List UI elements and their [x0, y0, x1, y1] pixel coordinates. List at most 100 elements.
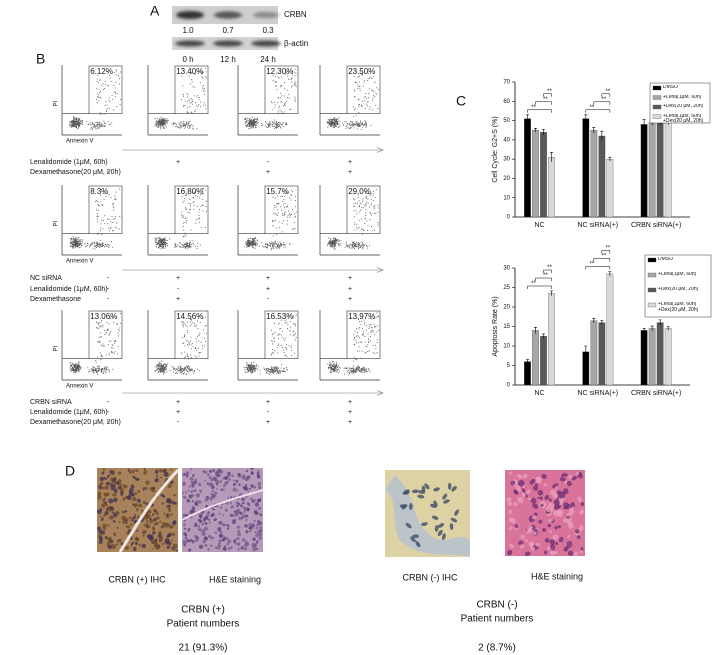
event-dot — [252, 119, 254, 120]
event-dot — [354, 370, 356, 372]
event-dot — [354, 243, 356, 244]
event-dot — [112, 203, 113, 205]
event-dot — [96, 88, 98, 90]
event-dot — [246, 368, 248, 370]
event-dot — [204, 227, 206, 229]
event-dot — [100, 201, 102, 202]
event-dot — [75, 365, 76, 367]
cell — [252, 499, 255, 503]
event-dot — [353, 333, 355, 335]
event-dot — [72, 370, 74, 372]
event-dot — [333, 371, 335, 372]
event-dot — [84, 243, 86, 245]
event-dot — [359, 205, 360, 207]
event-dot — [295, 211, 297, 213]
bar — [598, 135, 606, 218]
treatment-sign: - — [107, 399, 110, 406]
event-dot — [97, 369, 99, 371]
cell — [155, 538, 158, 542]
event-dot — [275, 227, 277, 229]
event-dot — [264, 246, 266, 248]
event-dot — [197, 196, 199, 198]
event-dot — [70, 370, 72, 372]
cell — [196, 500, 200, 504]
event-dot — [74, 366, 75, 367]
event-dot — [73, 239, 75, 241]
event-dot — [256, 120, 258, 122]
event-dot — [73, 120, 75, 122]
event-dot — [117, 75, 119, 77]
event-dot — [103, 346, 105, 348]
event-dot — [188, 358, 190, 360]
event-dot — [253, 121, 254, 123]
event-dot — [272, 121, 274, 123]
event-dot — [159, 368, 160, 370]
event-dot — [343, 124, 345, 126]
event-dot — [348, 244, 350, 246]
cell — [190, 494, 195, 497]
cell — [230, 505, 234, 509]
event-dot — [185, 247, 187, 249]
event-dot — [77, 245, 79, 247]
event-dot — [160, 238, 162, 240]
cell — [233, 539, 237, 543]
event-dot — [344, 367, 346, 369]
event-dot — [183, 106, 184, 108]
event-dot — [166, 366, 168, 367]
cell — [158, 536, 164, 541]
event-dot — [357, 245, 359, 247]
event-dot — [100, 227, 102, 229]
event-dot — [192, 201, 194, 203]
event-dot — [273, 220, 275, 222]
y-tick-label: 20 — [503, 305, 510, 311]
event-dot — [295, 86, 297, 88]
event-dot — [331, 241, 333, 243]
event-dot — [253, 125, 255, 127]
event-dot — [353, 369, 355, 370]
cell — [122, 484, 126, 488]
event-dot — [95, 201, 97, 203]
event-dot — [252, 239, 254, 241]
event-dot — [366, 220, 368, 222]
event-dot — [175, 245, 177, 247]
event-dot — [184, 232, 186, 234]
event-dot — [246, 364, 248, 366]
cell — [188, 548, 192, 552]
event-dot — [175, 246, 177, 248]
event-dot — [105, 372, 107, 374]
event-dot — [114, 351, 116, 353]
cell — [236, 525, 241, 529]
event-dot — [271, 247, 273, 249]
event-dot — [245, 121, 246, 123]
cell — [528, 497, 532, 501]
band-ratio: 1.0 — [182, 26, 194, 35]
event-dot — [166, 120, 168, 122]
event-dot — [243, 366, 245, 368]
cell — [163, 472, 169, 477]
cell — [579, 550, 584, 554]
event-dot — [87, 367, 89, 369]
event-dot — [249, 241, 251, 243]
event-dot — [282, 214, 284, 216]
event-dot — [189, 120, 191, 122]
event-dot — [160, 368, 162, 370]
event-dot — [154, 238, 156, 240]
event-dot — [109, 228, 111, 229]
event-dot — [106, 366, 108, 368]
event-dot — [74, 123, 75, 125]
event-dot — [97, 373, 99, 375]
event-dot — [272, 235, 274, 237]
event-dot — [255, 118, 257, 120]
event-dot — [102, 83, 104, 85]
event-dot — [187, 341, 189, 343]
event-dot — [358, 106, 360, 107]
cell — [169, 480, 174, 485]
event-dot — [201, 204, 203, 206]
event-dot — [362, 333, 364, 335]
event-dot — [98, 243, 100, 245]
event-dot — [274, 332, 276, 333]
event-dot — [96, 322, 98, 324]
event-dot — [285, 205, 287, 207]
event-dot — [195, 348, 196, 349]
event-dot — [365, 122, 367, 124]
